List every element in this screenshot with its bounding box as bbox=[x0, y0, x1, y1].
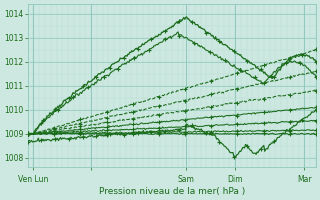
X-axis label: Pression niveau de la mer( hPa ): Pression niveau de la mer( hPa ) bbox=[99, 187, 245, 196]
